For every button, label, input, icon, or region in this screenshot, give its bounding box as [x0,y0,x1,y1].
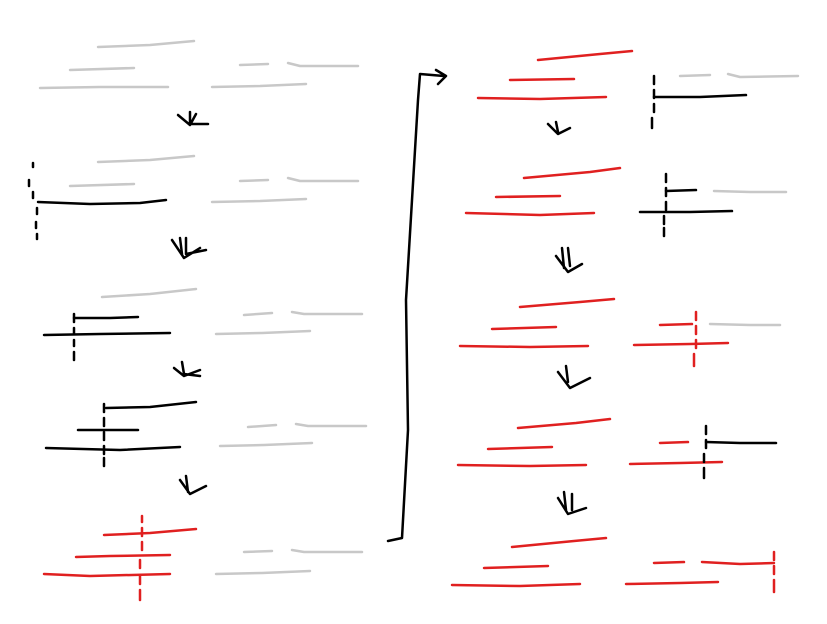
down-arrow-icon [170,236,208,260]
black-line [704,440,778,445]
gray-line [96,154,196,164]
gray-line [210,82,308,89]
right-step-5 [450,536,776,594]
red-line [652,560,686,565]
scan-marker [702,424,708,480]
gray-line [246,422,368,429]
gray-line [38,85,170,90]
gray-line [678,72,800,79]
black-line [44,445,182,452]
red-line [494,194,562,199]
right-step-1 [476,49,800,130]
red-line [464,211,596,217]
red-line [74,553,172,559]
gray-line [96,39,196,49]
scan-marker [650,74,656,130]
gray-line [238,61,360,68]
red-line [700,560,776,566]
left-step-5 [42,514,364,602]
red-line [450,582,582,588]
left-step-4 [44,400,368,468]
red-line [476,95,608,101]
gray-line [68,66,136,72]
black-line [72,315,140,320]
gray-line [218,441,314,448]
left-step-1 [38,39,360,90]
scan-marker [27,161,39,241]
red-line [658,440,690,445]
gray-line [214,569,312,576]
gray-line [210,197,308,204]
red-line [102,527,198,537]
left-step-2 [27,154,360,241]
connector-arrow [386,68,448,543]
black-line [664,188,698,193]
black-line [36,198,168,206]
down-arrow-icon [554,246,584,274]
red-marker [692,310,698,368]
red-line [628,460,724,466]
black-line [104,400,198,410]
red-line [522,166,622,180]
gray-line [214,329,312,336]
down-arrow-icon [546,120,572,136]
down-arrow-icon [176,110,210,127]
black-line [652,93,748,99]
red-marker [138,514,144,602]
scan-marker [662,172,668,238]
red-line [458,344,590,349]
red-line [536,49,634,62]
red-line [482,564,550,570]
down-arrow-icon [178,474,208,496]
gray-line [238,176,360,183]
red-line [510,536,608,549]
right-step-3 [458,297,782,368]
gray-line [68,182,136,188]
black-line [42,331,172,337]
red-line [518,297,616,309]
red-line [658,322,694,327]
red-line [516,417,612,430]
red-line [456,463,588,468]
red-line [42,572,172,578]
gray-line [708,322,782,327]
down-arrow-icon [556,364,592,390]
red-line [486,445,554,451]
down-arrow-icon [556,490,588,516]
right-step-2 [464,166,788,238]
gray-line [712,189,788,194]
red-line [490,325,558,331]
black-line [638,209,734,214]
gray-line [242,548,364,554]
down-arrow-icon [172,360,202,378]
gray-line [242,310,364,317]
red-line [632,341,730,347]
right-step-4 [456,417,778,480]
left-step-3 [42,287,364,362]
red-line [508,77,576,82]
red-line [624,580,720,586]
gray-line [100,287,198,299]
